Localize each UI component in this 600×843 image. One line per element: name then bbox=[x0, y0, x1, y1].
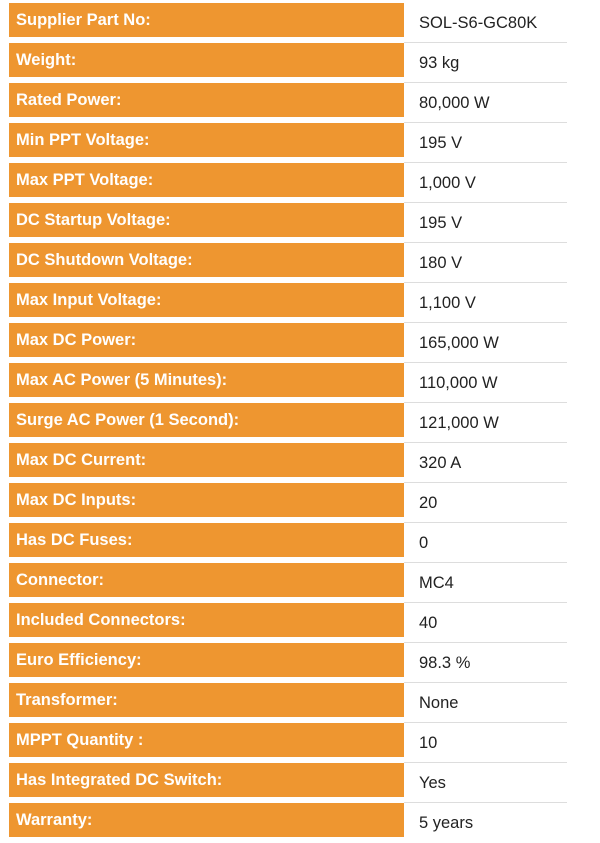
spec-value: 195 V bbox=[404, 203, 567, 243]
spec-value: 121,000 W bbox=[404, 403, 567, 443]
spec-row: DC Startup Voltage: 195 V bbox=[9, 203, 567, 243]
spec-value: 1,100 V bbox=[404, 283, 567, 323]
spec-label: Euro Efficiency: bbox=[9, 643, 404, 683]
spec-label: Max DC Current: bbox=[9, 443, 404, 483]
spec-value: MC4 bbox=[404, 563, 567, 603]
spec-label: Transformer: bbox=[9, 683, 404, 723]
spec-row: MPPT Quantity :10 bbox=[9, 723, 567, 763]
spec-value: 93 kg bbox=[404, 43, 567, 83]
spec-row: Euro Efficiency: 98.3 % bbox=[9, 643, 567, 683]
spec-value: None bbox=[404, 683, 567, 723]
spec-value: 165,000 W bbox=[404, 323, 567, 363]
spec-label: Rated Power: bbox=[9, 83, 404, 123]
spec-row: Warranty: 5 years bbox=[9, 803, 567, 843]
spec-label: Included Connectors: bbox=[9, 603, 404, 643]
spec-value: 195 V bbox=[404, 123, 567, 163]
spec-value: 98.3 % bbox=[404, 643, 567, 683]
spec-row: Max PPT Voltage: 1,000 V bbox=[9, 163, 567, 203]
spec-label: DC Shutdown Voltage: bbox=[9, 243, 404, 283]
spec-row: Supplier Part No: SOL-S6-GC80K bbox=[9, 3, 567, 43]
spec-value: 5 years bbox=[419, 814, 474, 832]
spec-row: Max Input Voltage: 1,100 V bbox=[9, 283, 567, 323]
spec-row: DC Shutdown Voltage: 180 V bbox=[9, 243, 567, 283]
spec-label: Surge AC Power (1 Second): bbox=[9, 403, 404, 443]
spec-row: Max AC Power (5 Minutes): 110,000 W bbox=[9, 363, 567, 403]
spec-label: Max Input Voltage: bbox=[9, 283, 404, 323]
spec-label: MPPT Quantity : bbox=[9, 723, 404, 763]
spec-label: DC Startup Voltage: bbox=[9, 203, 404, 243]
spec-value: 80,000 W bbox=[404, 83, 567, 123]
spec-table: Supplier Part No: SOL-S6-GC80K Weight: 93 k… bbox=[9, 3, 567, 843]
spec-table-body: Supplier Part No: SOL-S6-GC80K Weight: 93 k… bbox=[9, 3, 567, 843]
spec-value: SOL-S6-GC80K bbox=[404, 3, 567, 43]
spec-label: Weight: bbox=[9, 43, 404, 83]
spec-label: Max DC Inputs: bbox=[9, 483, 404, 523]
spec-label: Min PPT Voltage: bbox=[9, 123, 404, 163]
spec-row: Connector: MC4 bbox=[9, 563, 567, 603]
spec-row: Weight: 93 kg bbox=[9, 43, 567, 83]
spec-value: 10 bbox=[404, 723, 567, 763]
spec-row: Transformer: None bbox=[9, 683, 567, 723]
spec-row: Rated Power: 80,000 W bbox=[9, 83, 567, 123]
spec-value: Yes bbox=[404, 763, 567, 803]
spec-row: Has Integrated DC Switch: Yes bbox=[9, 763, 567, 803]
spec-value: 320 A bbox=[404, 443, 567, 483]
spec-label: Connector: bbox=[9, 563, 404, 603]
spec-row: Has DC Fuses: 0 bbox=[9, 523, 567, 563]
spec-value: 180 V bbox=[404, 243, 567, 283]
spec-value: 20 bbox=[404, 483, 567, 523]
spec-label: Max DC Power: bbox=[9, 323, 404, 363]
spec-row: Included Connectors: 40 bbox=[9, 603, 567, 643]
spec-value: 110,000 W bbox=[404, 363, 567, 403]
spec-label: Has Integrated DC Switch: bbox=[9, 763, 404, 803]
spec-label: Max AC Power (5 Minutes): bbox=[9, 363, 404, 403]
spec-value: 40 bbox=[404, 603, 567, 643]
spec-row: Max DC Power: 165,000 W bbox=[9, 323, 567, 363]
spec-row: Surge AC Power (1 Second): 121,000 W bbox=[9, 403, 567, 443]
spec-label: Warranty: bbox=[9, 803, 404, 843]
spec-value: 1,000 V bbox=[404, 163, 567, 203]
spec-value: 0 bbox=[404, 523, 567, 563]
spec-label: Supplier Part No: bbox=[9, 3, 404, 43]
spec-row: Max DC Current: 320 A bbox=[9, 443, 567, 483]
spec-label: Has DC Fuses: bbox=[9, 523, 404, 563]
spec-row: Max DC Inputs: 20 bbox=[9, 483, 567, 523]
spec-label: Max PPT Voltage: bbox=[9, 163, 404, 203]
spec-row: Min PPT Voltage: 195 V bbox=[9, 123, 567, 163]
